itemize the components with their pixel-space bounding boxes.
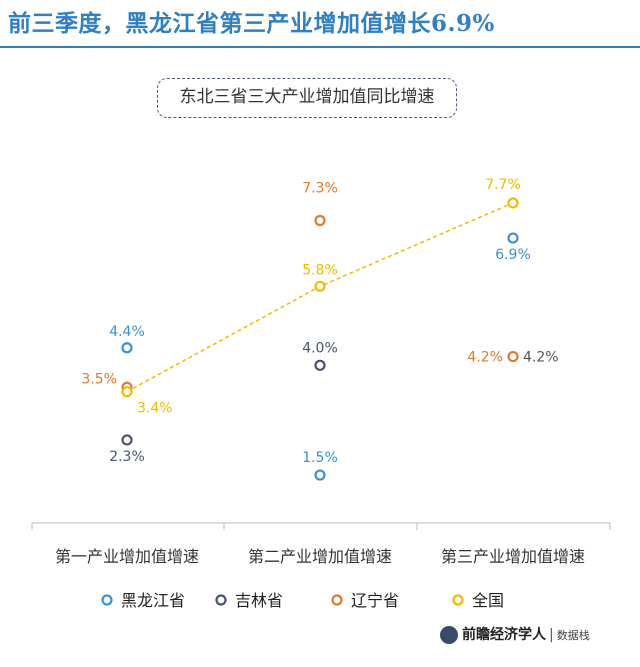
data-label-extra: 4.2% — [523, 350, 559, 366]
headline: 前三季度，黑龙江省第三产业增加值增长6.9% — [8, 10, 495, 37]
point-2-1 — [314, 214, 326, 227]
category-label-0: 第一产业增加值增速 — [55, 547, 199, 566]
point-1-1 — [314, 359, 326, 371]
point-1-0 — [121, 434, 133, 446]
chart-title: 东北三省三大产业增加值同比增速 — [157, 78, 457, 118]
data-label-3-0: 3.4% — [137, 401, 173, 417]
data-label-3-1: 5.8% — [302, 262, 338, 278]
data-label-0-0: 4.4% — [109, 324, 145, 340]
headline-rule — [0, 46, 640, 48]
point-0-1 — [314, 469, 326, 481]
legend-label-2: 辽宁省 — [351, 591, 399, 610]
data-label-3-2: 7.7% — [485, 177, 521, 193]
point-0-2 — [507, 232, 519, 244]
point-3-2 — [507, 197, 519, 209]
data-label-1-1: 4.0% — [302, 340, 338, 356]
legend-marker-0 — [101, 594, 113, 606]
category-label-2: 第三产业增加值增速 — [441, 547, 585, 566]
point-3-1 — [314, 280, 326, 292]
data-label-1-0: 2.3% — [109, 449, 145, 465]
legend-marker-3 — [452, 594, 464, 606]
legend-label-0: 黑龙江省 — [121, 591, 185, 610]
data-label-2-1: 7.3% — [302, 181, 338, 197]
brand-avatar-icon — [440, 626, 458, 644]
legend-marker-1 — [215, 594, 227, 606]
data-label-0-1: 1.5% — [302, 450, 338, 466]
footer: 前瞻经济学人 | 数据栈 — [440, 624, 590, 646]
footer-source: 数据栈 — [556, 629, 590, 642]
point-2-2 — [507, 350, 519, 363]
legend-marker-2 — [331, 594, 343, 606]
legend-label-3: 全国 — [472, 591, 504, 610]
data-label-0-2: 6.9% — [495, 247, 531, 263]
data-label-2-2: 4.2% — [467, 350, 503, 366]
legend-label-1: 吉林省 — [235, 591, 283, 610]
point-0-0 — [121, 342, 133, 354]
data-label-2-0: 3.5% — [81, 371, 117, 387]
point-3-0 — [121, 386, 133, 398]
footer-brand: 前瞻经济学人 — [462, 627, 546, 643]
category-label-1: 第二产业增加值增速 — [248, 547, 392, 566]
